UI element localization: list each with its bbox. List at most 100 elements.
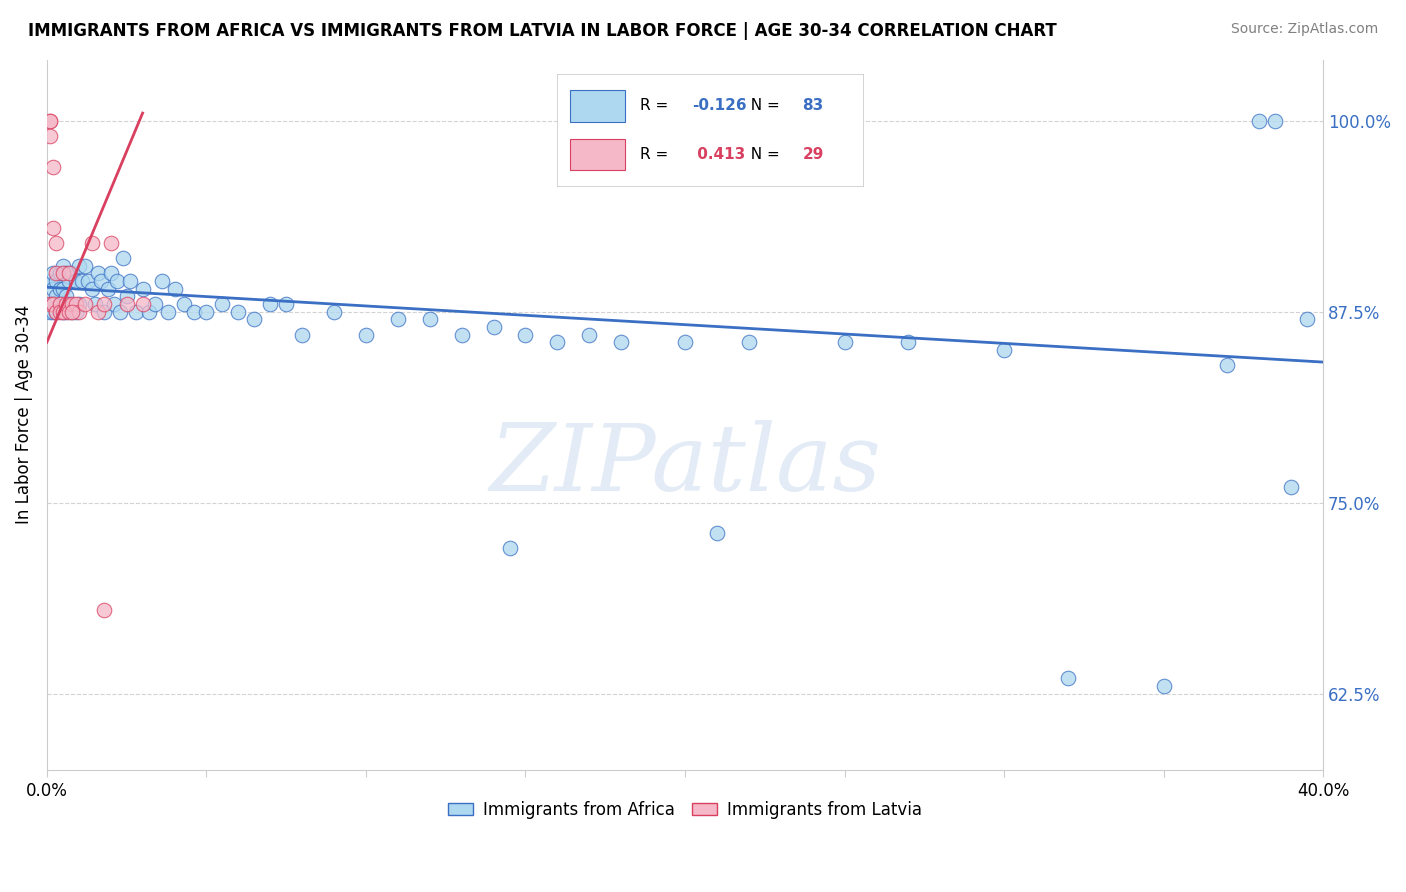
Point [65, 274, 87, 288]
Point [58, 267, 80, 281]
Point [211, 297, 233, 311]
Point [45, 235, 67, 250]
Point [39, 274, 62, 288]
Point [387, 312, 409, 326]
Point [450, 327, 472, 342]
Point [55, 289, 77, 303]
Point [67, 297, 90, 311]
Point [145, 297, 167, 311]
Point [100, 267, 122, 281]
Point [183, 304, 205, 318]
Point [70, 274, 93, 288]
Point [45, 304, 67, 318]
Point [610, 335, 633, 350]
Point [673, 335, 696, 350]
Text: Source: ZipAtlas.com: Source: ZipAtlas.com [1230, 22, 1378, 37]
Point [62, 297, 84, 311]
Point [42, 267, 65, 281]
Point [39, 128, 62, 143]
Point [62, 267, 84, 281]
Point [706, 526, 728, 541]
Point [1296, 312, 1319, 326]
Point [276, 297, 298, 311]
Point [115, 297, 138, 311]
Point [67, 259, 90, 273]
Point [52, 304, 75, 318]
Point [55, 304, 77, 318]
Point [39, 304, 62, 318]
Point [93, 304, 115, 318]
Legend: Immigrants from Africa, Immigrants from Latvia: Immigrants from Africa, Immigrants from … [441, 794, 928, 826]
Point [58, 304, 80, 318]
Point [323, 304, 346, 318]
Point [48, 267, 70, 281]
Point [39, 113, 62, 128]
Point [77, 274, 100, 288]
Point [75, 259, 97, 273]
Point [291, 327, 314, 342]
Point [259, 297, 281, 311]
Point [90, 274, 112, 288]
Point [498, 541, 520, 556]
Point [419, 312, 441, 326]
Point [42, 297, 65, 311]
Point [163, 282, 186, 296]
Point [80, 235, 103, 250]
Point [138, 304, 160, 318]
Point [1216, 358, 1239, 372]
Point [243, 312, 266, 326]
Point [39, 113, 62, 128]
Point [578, 327, 600, 342]
Point [48, 304, 70, 318]
Point [1153, 679, 1175, 693]
Point [96, 282, 118, 296]
Text: IMMIGRANTS FROM AFRICA VS IMMIGRANTS FROM LATVIA IN LABOR FORCE | AGE 30-34 CORR: IMMIGRANTS FROM AFRICA VS IMMIGRANTS FRO… [28, 22, 1057, 40]
Point [150, 274, 173, 288]
Point [45, 267, 67, 281]
Point [87, 267, 110, 281]
Point [115, 289, 138, 303]
Point [1264, 113, 1286, 128]
Point [67, 304, 90, 318]
Point [62, 304, 84, 318]
Point [65, 297, 87, 311]
Point [110, 304, 132, 318]
Point [515, 327, 537, 342]
Point [48, 297, 70, 311]
Point [738, 335, 761, 350]
Text: ZIPatlas: ZIPatlas [489, 419, 882, 509]
Point [125, 304, 148, 318]
Point [105, 274, 128, 288]
Point [48, 297, 70, 311]
Point [58, 297, 80, 311]
Point [45, 289, 67, 303]
Point [897, 335, 920, 350]
Point [118, 274, 141, 288]
Point [42, 160, 65, 174]
Point [546, 335, 568, 350]
Point [228, 304, 250, 318]
Point [55, 267, 77, 281]
Point [52, 267, 75, 281]
Point [354, 327, 377, 342]
Point [45, 304, 67, 318]
Point [93, 602, 115, 616]
Point [1057, 671, 1080, 685]
Point [103, 297, 125, 311]
Point [100, 235, 122, 250]
Point [45, 274, 67, 288]
Point [87, 304, 110, 318]
Y-axis label: In Labor Force | Age 30-34: In Labor Force | Age 30-34 [15, 305, 32, 524]
Point [58, 274, 80, 288]
Point [83, 297, 105, 311]
Point [93, 297, 115, 311]
Point [834, 335, 856, 350]
Point [80, 282, 103, 296]
Point [75, 297, 97, 311]
Point [52, 304, 75, 318]
Point [157, 304, 180, 318]
Point [482, 320, 505, 334]
Point [1279, 480, 1302, 494]
Point [65, 304, 87, 318]
Point [48, 282, 70, 296]
